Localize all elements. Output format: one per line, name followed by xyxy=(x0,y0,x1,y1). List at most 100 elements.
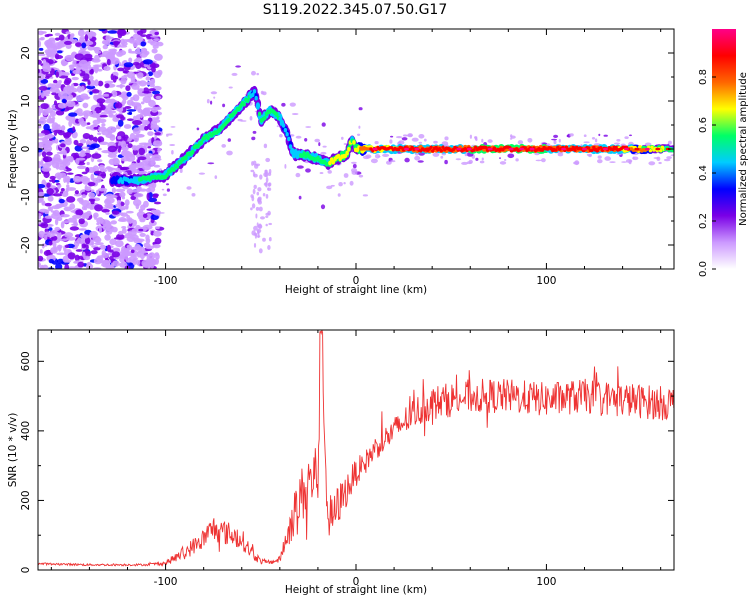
heatmap-noise-cell xyxy=(42,156,53,163)
heatmap-noise-cell xyxy=(39,249,43,254)
heatmap-noise-cell xyxy=(88,192,95,198)
heatmap-noise-cell xyxy=(648,161,656,166)
heatmap-noise-cell xyxy=(598,133,601,137)
heatmap-noise-cell xyxy=(136,159,141,163)
heatmap-noise-cell xyxy=(418,141,423,144)
heatmap-noise-cell xyxy=(38,40,42,48)
heatmap-noise-cell xyxy=(97,187,108,192)
heatmap-noise-cell xyxy=(87,35,93,39)
heatmap-noise-cell xyxy=(527,138,533,143)
heatmap-noise-cell xyxy=(144,254,153,257)
heatmap-noise-cell xyxy=(597,159,603,164)
heatmap-noise-cell xyxy=(124,106,132,109)
heatmap-noise-cell xyxy=(38,30,44,36)
snr-xlabel: Height of straight line (km) xyxy=(285,584,427,596)
heatmap-noise-cell xyxy=(106,58,111,66)
heatmap-noise-cell xyxy=(78,228,87,231)
heatmap-noise-cell xyxy=(566,134,569,138)
heatmap-noise-cell xyxy=(145,234,150,241)
heatmap-noise-cell xyxy=(314,138,321,143)
heatmap-noise-cell xyxy=(75,249,83,252)
heatmap-noise-cell xyxy=(226,150,233,156)
heatmap-noise-cell xyxy=(38,137,48,141)
heatmap-noise-cell xyxy=(60,150,66,155)
heatmap-noise-cell xyxy=(49,175,56,180)
heatmap-noise-cell xyxy=(284,164,287,169)
heatmap-noise-cell xyxy=(85,126,92,130)
snr-series-line xyxy=(38,330,674,567)
heatmap-noise-cell xyxy=(70,57,75,61)
heatmap-noise-cell xyxy=(404,157,410,163)
heatmap-noise-cell xyxy=(106,97,111,104)
heatmap-noise-cell xyxy=(117,30,121,35)
heatmap-noise-cell xyxy=(143,242,151,248)
heatmap-noise-cell xyxy=(61,191,69,197)
heatmap-noise-cell xyxy=(114,76,119,80)
heatmap-noise-cell xyxy=(40,92,45,99)
heatmap-ridge-peak xyxy=(393,147,399,151)
heatmap-noise-cell xyxy=(251,203,256,209)
heatmap-noise-cell xyxy=(75,158,80,165)
heatmap-noise-cell xyxy=(110,57,120,65)
heatmap-noise-cell xyxy=(213,96,216,99)
heatmap-noise-cell xyxy=(148,88,156,92)
heatmap-noise-cell xyxy=(48,115,52,121)
heatmap-noise-cell xyxy=(66,172,74,175)
heatmap-noise-cell xyxy=(114,240,124,248)
heatmap-noise-cell xyxy=(60,143,66,148)
heatmap-ridge-cell xyxy=(206,135,210,141)
heatmap-noise-cell xyxy=(72,214,82,219)
heatmap-noise-cell xyxy=(126,99,134,106)
heatmap-noise-cell xyxy=(54,226,61,231)
heatmap-ridge-peak xyxy=(414,147,420,151)
heatmap-noise-cell xyxy=(62,146,66,151)
heatmap-noise-cell xyxy=(150,35,160,38)
heatmap-noise-cell xyxy=(101,209,110,213)
heatmap-noise-cell xyxy=(105,197,115,204)
heatmap-ridge-peak xyxy=(561,147,567,151)
y-tick-label: 20 xyxy=(20,46,32,59)
heatmap-noise-cell xyxy=(265,176,269,183)
heatmap-noise-cell xyxy=(57,184,62,188)
heatmap-noise-cell xyxy=(127,118,134,121)
heatmap-noise-cell xyxy=(330,184,335,187)
heatmap-noise-cell xyxy=(349,180,354,186)
heatmap-noise-cell xyxy=(663,158,671,162)
heatmap-noise-cell xyxy=(140,47,148,53)
heatmap-noise-cell xyxy=(319,172,324,174)
heatmap-noise-cell xyxy=(279,134,283,138)
heatmap-noise-cell xyxy=(137,88,144,92)
heatmap-noise-cell xyxy=(138,147,146,156)
heatmap-noise-cell xyxy=(84,34,89,42)
heatmap-noise-cell xyxy=(66,196,76,203)
heatmap-noise-cell xyxy=(53,209,60,217)
heatmap-ridge-cell xyxy=(290,148,294,154)
colorbar-tick-label: 0.2 xyxy=(698,213,709,229)
heatmap-noise-cell xyxy=(255,206,260,211)
y-tick-label: 400 xyxy=(20,421,32,441)
heatmap-noise-cell xyxy=(534,152,540,156)
heatmap-noise-cell xyxy=(64,138,72,146)
heatmap-noise-cell xyxy=(56,231,62,239)
heatmap-noise-cell xyxy=(499,157,501,159)
heatmap-noise-cell xyxy=(343,173,349,178)
heatmap-ridge-cell xyxy=(429,145,433,149)
heatmap-noise-cell xyxy=(72,126,76,132)
heatmap-ridge-cell xyxy=(431,149,435,153)
heatmap-noise-cell xyxy=(96,217,104,224)
heatmap-ridge-cell xyxy=(345,150,349,156)
heatmap-ridge-cell xyxy=(280,119,284,125)
heatmap-noise-cell xyxy=(42,67,52,72)
heatmap-noise-cell xyxy=(52,193,63,197)
heatmap-noise-cell xyxy=(74,190,79,195)
heatmap-noise-cell xyxy=(327,170,332,174)
heatmap-noise-cell xyxy=(69,203,76,210)
heatmap-noise-cell xyxy=(55,53,60,60)
heatmap-ridge-cell xyxy=(441,145,445,149)
heatmap-noise-cell xyxy=(66,184,70,189)
heatmap-noise-cell xyxy=(258,248,263,254)
heatmap-noise-cell xyxy=(510,135,516,139)
heatmap-noise-cell xyxy=(358,125,361,129)
snr-ticks: -100 0 100 0 200 400 600 xyxy=(20,330,674,588)
